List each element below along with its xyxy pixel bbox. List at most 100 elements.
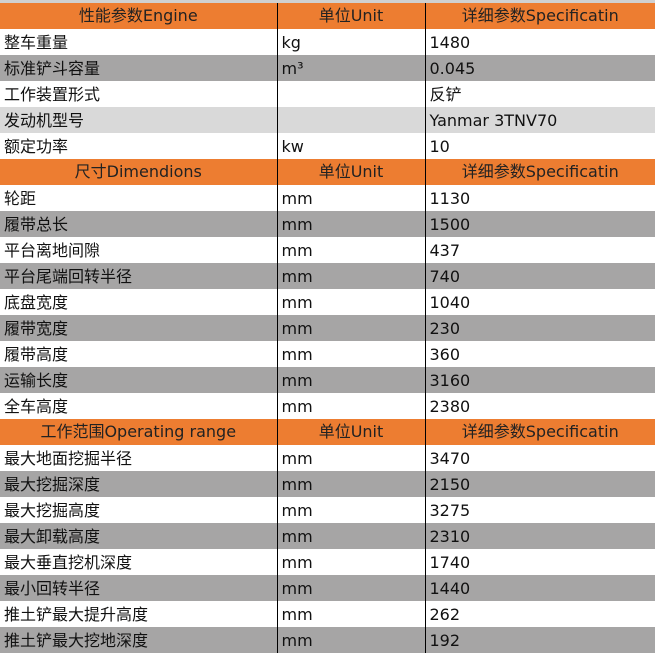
table-row: 履带宽度 mm 230 [0, 315, 655, 341]
table-row: 最大垂直挖机深度 mm 1740 [0, 549, 655, 575]
param-name: 底盘宽度 [4, 293, 69, 312]
param-unit: mm [276, 471, 425, 497]
table-row: 推土铲最大提升高度 mm 262 [0, 601, 655, 627]
param-name: 全车高度 [4, 397, 69, 416]
param-value: 230 [424, 315, 655, 341]
param-value: 2150 [424, 471, 655, 497]
param-unit: mm [276, 185, 425, 211]
param-name: 推土铲最大挖地深度 [0, 627, 277, 653]
table-row: 最大挖掘高度 mm 3275 [0, 497, 655, 523]
param-unit: mm [276, 497, 425, 523]
param-unit: mm [276, 549, 425, 575]
table-row: 平台尾端回转半径 mm 740 [0, 263, 655, 289]
param-value: 3160 [424, 367, 655, 393]
param-value: 0.045 [424, 55, 655, 81]
spec-header: 详细参数Specificatin [424, 159, 655, 185]
param-unit: mm [276, 341, 425, 367]
param-unit: mm [276, 393, 425, 419]
param-name: 整车重量 [4, 33, 69, 52]
table-row: 履带高度 mm 360 [0, 341, 655, 367]
table-row: 标准铲斗容量 m³ 0.045 [0, 55, 655, 81]
table-row: 底盘宽度 mm 1040 [0, 289, 655, 315]
table-row: 工作装置形式 反铲 [0, 81, 655, 107]
param-name: 最大挖掘深度 [0, 471, 277, 497]
param-value: 740 [424, 263, 655, 289]
param-unit: mm [276, 367, 425, 393]
unit-header: 单位Unit [276, 159, 425, 185]
section-title: 工作范围Operating range [0, 419, 277, 445]
param-name: 最大地面挖掘半径 [4, 449, 133, 468]
section-header-row: 尺寸Dimendions 单位Unit 详细参数Specificatin [0, 159, 655, 185]
param-name: 标准铲斗容量 [0, 55, 277, 81]
param-name: 最大挖掘高度 [4, 501, 101, 520]
param-unit [276, 107, 425, 133]
param-name: 发动机型号 [0, 107, 277, 133]
table-row: 发动机型号 Yanmar 3TNV70 [0, 107, 655, 133]
table-row: 最小回转半径 mm 1440 [0, 575, 655, 601]
param-name: 平台尾端回转半径 [0, 263, 277, 289]
param-value: 1440 [424, 575, 655, 601]
section-header-row: 工作范围Operating range 单位Unit 详细参数Specificati… [0, 419, 655, 445]
table-row: 额定功率 kw 10 [0, 133, 655, 159]
param-value: Yanmar 3TNV70 [424, 107, 655, 133]
param-unit: mm [276, 289, 425, 315]
param-value: 2310 [424, 523, 655, 549]
param-value: 192 [424, 627, 655, 653]
section-title: 尺寸Dimendions [0, 159, 277, 185]
section-header-row: 性能参数Engine 单位Unit 详细参数Specificatin [0, 3, 655, 29]
param-unit: mm [276, 263, 425, 289]
param-unit: mm [276, 627, 425, 653]
table-row: 全车高度 mm 2380 [0, 393, 655, 419]
spec-header: 详细参数Specificatin [424, 419, 655, 445]
param-value: 437 [424, 237, 655, 263]
param-unit: kw [276, 133, 425, 159]
param-unit: mm [276, 445, 425, 471]
param-unit: mm [276, 211, 425, 237]
param-value: 3275 [424, 497, 655, 523]
param-name: 最大卸载高度 [0, 523, 277, 549]
spec-table: 性能参数Engine 单位Unit 详细参数Specificatin 整车重量 kg 14… [0, 3, 655, 653]
param-name: 履带宽度 [0, 315, 277, 341]
param-value: 2380 [424, 393, 655, 419]
param-name: 履带总长 [0, 211, 277, 237]
table-row: 最大挖掘深度 mm 2150 [0, 471, 655, 497]
table-row: 最大地面挖掘半径 mm 3470 [0, 445, 655, 471]
table-row: 运输长度 mm 3160 [0, 367, 655, 393]
param-name: 工作装置形式 [4, 85, 101, 104]
table-row: 整车重量 kg 1480 [0, 29, 655, 55]
param-name: 最大垂直挖机深度 [4, 553, 133, 572]
param-unit [276, 81, 425, 107]
section-title: 性能参数Engine [0, 3, 277, 29]
param-value: 1500 [424, 211, 655, 237]
param-value: 1480 [424, 29, 655, 55]
param-unit: mm [276, 523, 425, 549]
param-value: 3470 [424, 445, 655, 471]
param-name: 运输长度 [0, 367, 277, 393]
table-row: 平台离地间隙 mm 437 [0, 237, 655, 263]
param-value: 262 [424, 601, 655, 627]
param-name: 轮距 [4, 189, 37, 208]
table-row: 履带总长 mm 1500 [0, 211, 655, 237]
param-unit: mm [276, 601, 425, 627]
unit-header: 单位Unit [276, 3, 425, 29]
param-unit: mm [276, 575, 425, 601]
param-name: 履带高度 [4, 345, 69, 364]
param-name: 推土铲最大提升高度 [4, 605, 149, 624]
table-row: 最大卸载高度 mm 2310 [0, 523, 655, 549]
table-row: 轮距 mm 1130 [0, 185, 655, 211]
param-name: 额定功率 [4, 137, 69, 156]
param-name: 平台离地间隙 [4, 241, 101, 260]
spec-header: 详细参数Specificatin [424, 3, 655, 29]
param-unit: mm [276, 315, 425, 341]
param-value: 360 [424, 341, 655, 367]
param-value: 10 [424, 133, 655, 159]
table-row: 推土铲最大挖地深度 mm 192 [0, 627, 655, 653]
unit-header: 单位Unit [276, 419, 425, 445]
param-value: 1130 [424, 185, 655, 211]
param-unit: mm [276, 237, 425, 263]
param-value: 1040 [424, 289, 655, 315]
param-unit: kg [276, 29, 425, 55]
param-name: 最小回转半径 [0, 575, 277, 601]
param-unit: m³ [276, 55, 425, 81]
